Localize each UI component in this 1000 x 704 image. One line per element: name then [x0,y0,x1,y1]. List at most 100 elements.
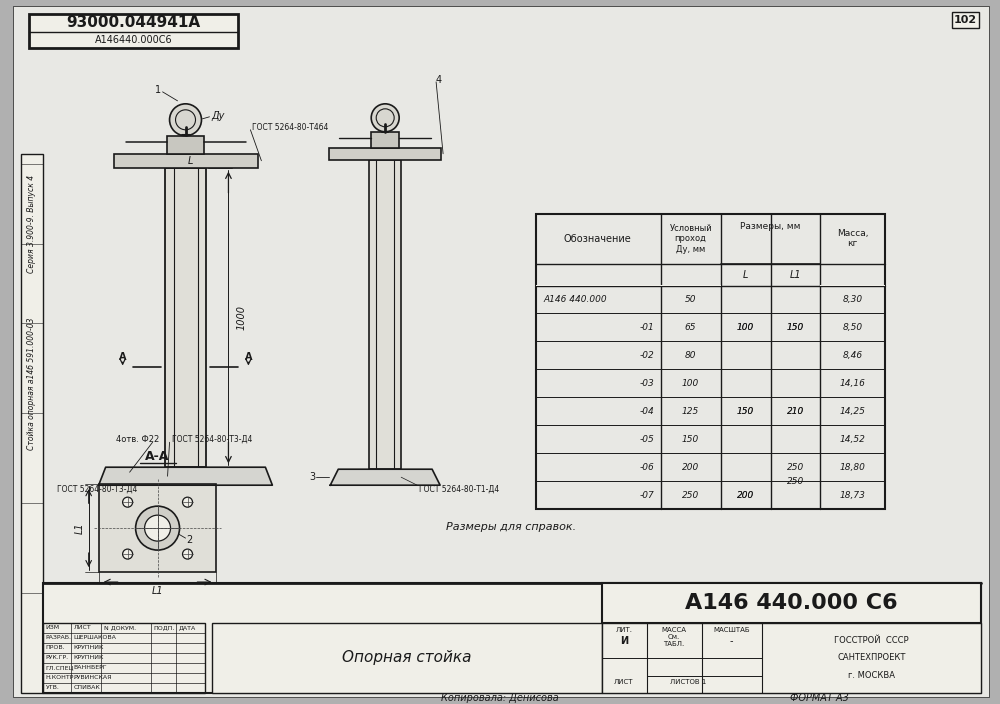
Bar [952,12,979,28]
Text: 200: 200 [737,491,754,500]
Circle shape [123,497,133,507]
Text: ВАННБЕРГ: ВАННБЕРГ [74,665,107,670]
Text: УТВ.: УТВ. [46,686,60,691]
Text: 1000: 1000 [236,305,246,330]
Text: Размеры, мм: Размеры, мм [740,222,801,231]
Text: ГОСТ 5264-80-Т1-Д4: ГОСТ 5264-80-Т1-Д4 [419,484,499,494]
Text: 14,52: 14,52 [839,435,865,444]
Bar [602,583,981,623]
Text: А: А [119,353,126,363]
Text: 100: 100 [737,323,754,332]
Text: Масса,
кг: Масса, кг [837,229,868,249]
Bar [114,153,258,168]
Text: И: И [620,636,628,646]
Text: ГОСТ 5264-80-Т3-Д4: ГОСТ 5264-80-Т3-Д4 [172,435,252,444]
Text: -05: -05 [640,435,655,444]
Bar [29,14,238,48]
Circle shape [136,506,180,550]
Text: ГОССТРОЙ  СССР: ГОССТРОЙ СССР [834,636,909,646]
Text: Условный
проход
Ду, мм: Условный проход Ду, мм [669,224,712,253]
Text: 1: 1 [155,85,161,95]
Text: 4: 4 [436,75,442,85]
Text: 93000.044941А: 93000.044941А [67,15,201,30]
Text: L: L [188,156,193,165]
Bar [43,583,981,693]
Circle shape [145,515,171,541]
Text: 200: 200 [682,463,699,472]
Bar [99,484,216,572]
Text: 250: 250 [787,477,804,486]
Text: РУК.ГР.: РУК.ГР. [46,655,69,660]
Text: 50: 50 [685,295,696,304]
Text: ЛИСТ: ЛИСТ [614,679,634,685]
Text: А: А [245,353,252,363]
Text: Серия 3.900-9. Выпуск 4: Серия 3.900-9. Выпуск 4 [27,175,36,272]
Bar [43,623,205,693]
Text: 150: 150 [737,407,754,416]
Bar [21,153,43,693]
Text: ПРОВ.: ПРОВ. [46,646,65,650]
Text: Обозначение: Обозначение [564,234,632,244]
Text: МАСШТАБ: МАСШТАБ [713,627,750,633]
Text: 200: 200 [737,491,754,500]
Text: 250: 250 [682,491,699,500]
Text: 210: 210 [787,407,804,416]
Text: -06: -06 [640,463,655,472]
Text: ДАТА: ДАТА [179,625,196,631]
Text: 4отв. Ф22: 4отв. Ф22 [116,435,159,444]
Bar [820,285,885,286]
Text: А146440.000С6: А146440.000С6 [95,35,172,45]
Circle shape [123,549,133,559]
Bar [369,160,401,470]
Text: А-А: А-А [145,450,170,463]
Bar [329,148,441,160]
Bar [602,623,981,693]
Text: 80: 80 [685,351,696,360]
Text: 150: 150 [682,435,699,444]
Text: 100: 100 [682,379,699,388]
Text: Н.КОНТР.: Н.КОНТР. [46,675,76,680]
Bar [165,168,206,467]
Text: -04: -04 [640,407,655,416]
Text: L1: L1 [790,270,801,279]
Polygon shape [99,467,272,485]
Text: См.
ТАБЛ.: См. ТАБЛ. [663,634,684,648]
Bar [371,132,399,148]
Text: L1: L1 [152,586,163,596]
Text: 8,30: 8,30 [842,295,862,304]
Text: САНТЕХПРОЕКТ: САНТЕХПРОЕКТ [837,653,906,662]
Circle shape [183,497,193,507]
Circle shape [170,103,201,136]
Text: Опорная стойка: Опорная стойка [342,650,472,665]
Text: МАССА: МАССА [661,627,686,633]
Text: 150: 150 [787,323,804,332]
Text: L: L [743,270,748,279]
Text: ЛИСТ: ЛИСТ [74,625,91,631]
Text: РУВИНСКАЯ: РУВИНСКАЯ [74,675,112,680]
Text: СПИВАК: СПИВАК [74,686,100,691]
Bar [167,136,204,153]
Circle shape [183,549,193,559]
Circle shape [371,103,399,132]
Text: 3: 3 [309,472,315,482]
Text: Копировала: Денисова: Копировала: Денисова [441,693,559,703]
Bar [536,213,885,509]
Bar [536,285,721,286]
Text: 150: 150 [787,323,804,332]
Text: -: - [730,636,733,646]
Text: 18,80: 18,80 [839,463,865,472]
Text: ШЕРШАКОВА: ШЕРШАКОВА [74,636,117,641]
Text: -07: -07 [640,491,655,500]
Text: 65: 65 [685,323,696,332]
Text: 14,25: 14,25 [839,407,865,416]
Text: ГЛ.СПЕЦ: ГЛ.СПЕЦ [46,665,74,670]
Text: ИЗМ: ИЗМ [46,625,60,631]
Text: КРУПНИК: КРУПНИК [74,646,104,650]
Text: 2: 2 [186,535,193,545]
Text: Ду: Ду [211,111,225,121]
Text: 18,73: 18,73 [839,491,865,500]
Text: ГОСТ 5264-80-Т3-Д4: ГОСТ 5264-80-Т3-Д4 [57,484,137,494]
Text: 102: 102 [954,15,977,25]
Text: ФОРМАТ А3: ФОРМАТ А3 [790,693,849,703]
Text: 8,50: 8,50 [842,323,862,332]
